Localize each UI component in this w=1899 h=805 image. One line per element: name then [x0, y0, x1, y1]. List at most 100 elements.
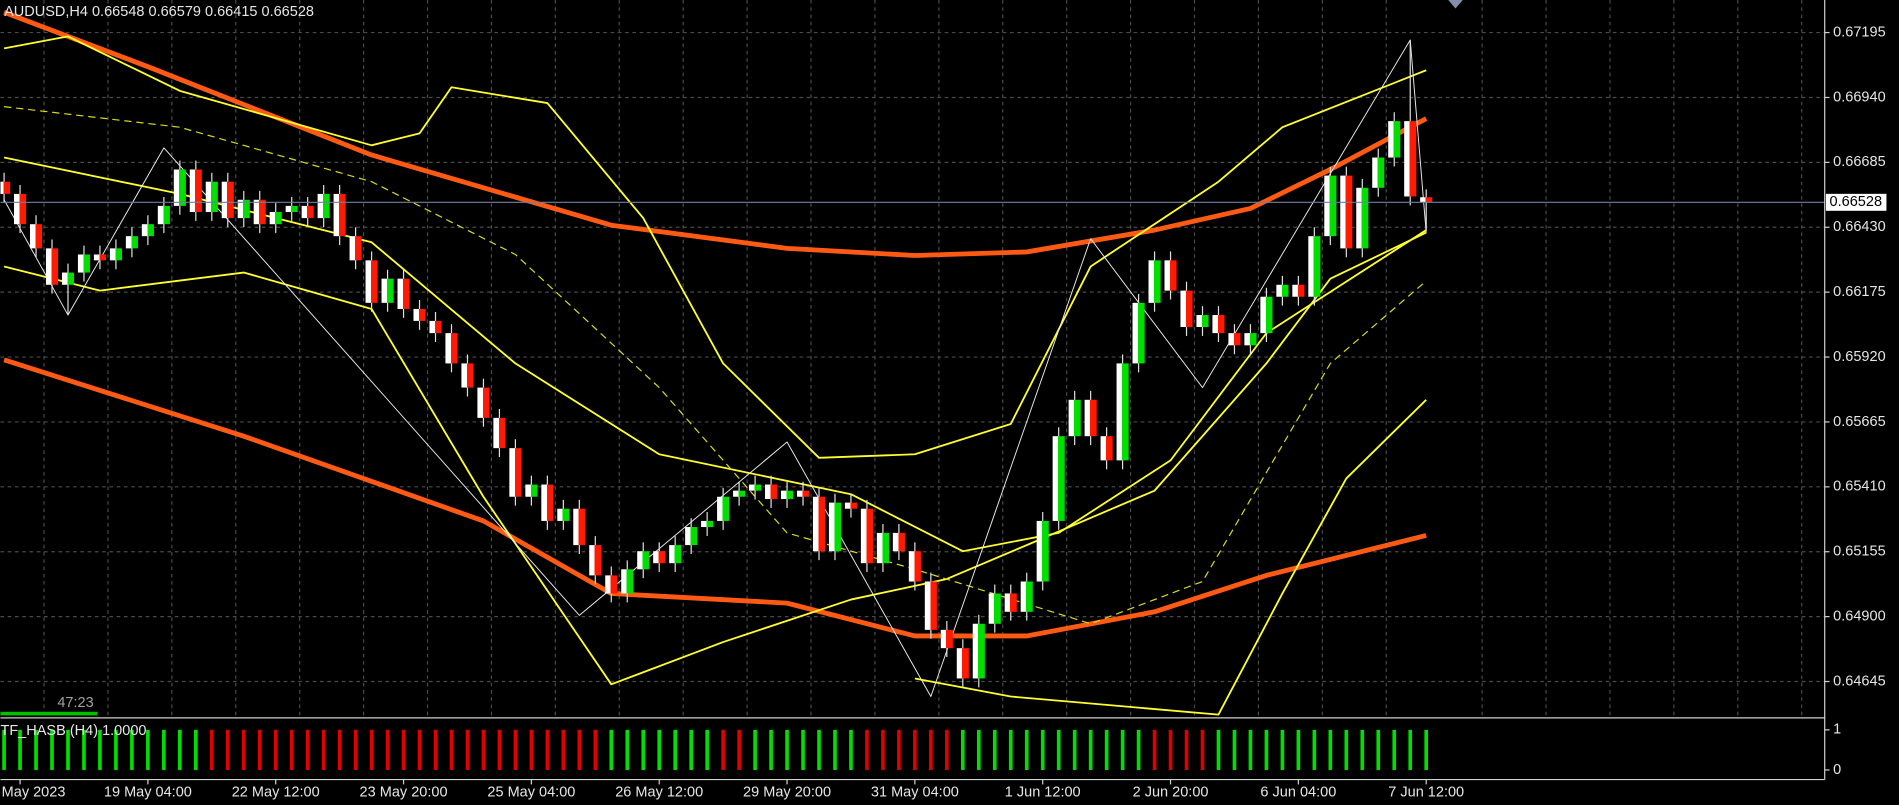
candle-body	[93, 254, 107, 261]
candle-body	[812, 496, 826, 552]
candle-body	[141, 224, 154, 237]
candle-body	[1148, 260, 1161, 303]
candle-body	[637, 551, 650, 570]
indicator-bar	[1104, 729, 1109, 770]
indicator-bar	[1152, 729, 1157, 770]
candle-body	[1308, 236, 1321, 297]
indicator-bar	[689, 729, 693, 770]
candle-body	[509, 448, 522, 497]
y-tick-label: 0.66940	[1833, 89, 1885, 105]
y-tick-label: 0.64900	[1833, 608, 1885, 624]
candle-body	[557, 508, 570, 521]
indicator-bar	[353, 729, 358, 770]
indicator-bar	[1408, 729, 1413, 770]
candle-body	[701, 520, 714, 528]
y-tick-label: 0.65920	[1833, 349, 1885, 365]
candle-body	[1180, 290, 1193, 328]
overlay: 0.67195 0.66940 0.66685 0.66430 0.66175 0.659…	[0, 24, 1887, 801]
indicator-bar	[1024, 729, 1029, 770]
indicator-bar	[1008, 729, 1013, 770]
candle-body	[1420, 197, 1433, 203]
y-tick-label: 0.64645	[1833, 673, 1885, 689]
candle-body	[109, 248, 122, 261]
candle-body	[45, 248, 59, 285]
candle-body	[796, 490, 810, 497]
candle-body	[333, 193, 346, 237]
y-tick-label: 0.67195	[1833, 24, 1885, 40]
x-tick-label: 1 Jun 12:00	[1005, 785, 1081, 801]
candle-body	[365, 260, 378, 303]
candle-body	[892, 532, 905, 552]
indicator-bar	[1248, 729, 1253, 770]
candle-body	[573, 508, 586, 546]
candle-body	[1116, 363, 1129, 461]
indicator-bar	[481, 729, 486, 770]
indicator-line	[3, 35, 1427, 459]
candle-body	[189, 169, 202, 212]
indicator-bar	[1376, 729, 1381, 770]
indicator-bar	[114, 729, 118, 770]
indicator-bar	[545, 729, 550, 770]
candle-body	[956, 648, 969, 679]
candle-body	[876, 532, 889, 564]
indicator-bar	[209, 729, 214, 770]
candle-body	[1020, 581, 1033, 612]
candle-body	[397, 278, 410, 309]
candle-body	[413, 308, 426, 321]
candle-body	[605, 575, 618, 594]
indicator-bar	[465, 729, 470, 770]
candle-body	[1404, 121, 1417, 197]
candle-body	[29, 224, 43, 249]
indicator-bar	[1360, 729, 1365, 770]
candle-body	[269, 211, 282, 225]
indicator-bar	[369, 729, 374, 770]
indicator-bar	[785, 729, 789, 770]
indicator-bar	[529, 729, 534, 770]
indicator-bar	[625, 729, 630, 770]
y-tick-label: 0.65155	[1833, 544, 1885, 560]
chart-title: AUDUSD,H4 0.66548 0.66579 0.66415 0.6652…	[4, 4, 314, 20]
indicator-bar	[1232, 729, 1237, 770]
indicator-bar	[705, 729, 709, 770]
candle-body	[780, 490, 794, 500]
indicator-bar	[737, 729, 741, 770]
candle-body	[349, 236, 362, 261]
candle-body	[653, 551, 666, 564]
indicator-bar	[162, 729, 166, 770]
indicator-bar	[817, 729, 821, 770]
indicator-line	[3, 231, 1427, 686]
candle-body	[1132, 302, 1145, 364]
indicator-bar	[305, 729, 310, 770]
indicator-bar	[433, 729, 438, 770]
indicator-bar	[273, 729, 278, 770]
x-tick-label: 31 May 04:00	[871, 785, 959, 801]
candle-body	[828, 502, 842, 552]
x-tick-label: 26 May 12:00	[615, 785, 703, 801]
indicator-bar	[1136, 729, 1141, 770]
indicator-bar	[992, 729, 997, 770]
indicator-bar	[34, 729, 38, 770]
candle-body	[844, 502, 858, 509]
candle-body	[765, 484, 778, 500]
indicator-bar	[98, 729, 102, 770]
indicator-bar	[801, 729, 805, 770]
indicator-bar	[753, 729, 757, 770]
candle-body	[1388, 121, 1401, 158]
x-tick-label: 6 Jun 04:00	[1260, 785, 1336, 801]
x-tick-label: 19 May 04:00	[104, 785, 192, 801]
indicator-bar	[897, 729, 901, 770]
indicator-y-tick-label: 0	[1833, 762, 1841, 778]
candle-body	[1004, 593, 1017, 612]
indicator-bar	[721, 729, 725, 770]
candles	[0, 39, 1433, 688]
indicator-bar	[849, 729, 853, 770]
indicator-bar	[1296, 729, 1301, 770]
indicator-bar	[1184, 729, 1189, 770]
candle-body	[1372, 157, 1385, 188]
candle-body	[317, 193, 330, 219]
indicator-bar	[130, 729, 134, 770]
grid	[0, 0, 1825, 717]
x-tick-label: 7 Jun 12:00	[1388, 785, 1464, 801]
